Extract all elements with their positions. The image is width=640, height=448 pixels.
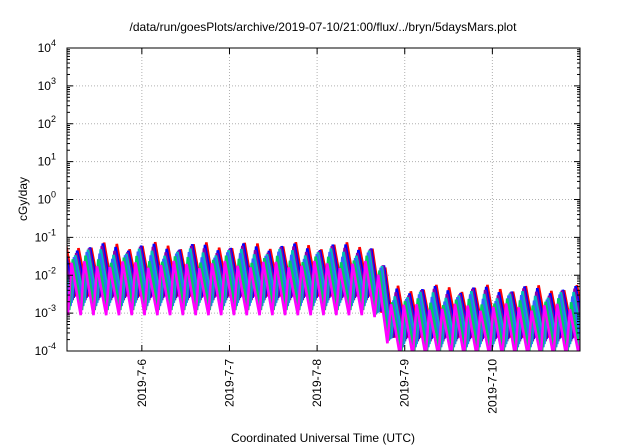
series-line bbox=[67, 260, 580, 351]
y-tick-label: 101 bbox=[38, 152, 56, 169]
x-axis-label: Coordinated Universal Time (UTC) bbox=[231, 431, 415, 445]
y-tick-label: 10-2 bbox=[35, 265, 56, 282]
x-tick-label: 2019-7-9 bbox=[398, 359, 412, 407]
y-tick-label: 102 bbox=[38, 114, 56, 131]
y-axis-ticks: 10-4 10-3 10-2 10-1 100 101 102 103 104 bbox=[35, 38, 580, 358]
x-tick-label: 2019-7-6 bbox=[135, 359, 149, 407]
y-tick-label: 10-3 bbox=[35, 303, 56, 320]
x-axis-ticks: 2019-7-6 2019-7-7 2019-7-8 2019-7-9 2019-7-1… bbox=[135, 48, 499, 414]
y-tick-label: 103 bbox=[38, 76, 56, 93]
y-tick-label: 10-4 bbox=[35, 341, 56, 358]
x-tick-label: 2019-7-8 bbox=[310, 359, 324, 407]
y-tick-label: 10-1 bbox=[35, 227, 56, 244]
series-layer bbox=[67, 241, 580, 351]
chart-title: /data/run/goesPlots/archive/2019-07-10/2… bbox=[130, 20, 518, 34]
y-tick-label: 100 bbox=[38, 190, 56, 207]
y-tick-label: 104 bbox=[38, 38, 56, 55]
x-tick-label: 2019-7-10 bbox=[485, 359, 499, 414]
y-axis-label: cGy/day bbox=[16, 177, 30, 221]
x-tick-label: 2019-7-7 bbox=[222, 359, 236, 407]
